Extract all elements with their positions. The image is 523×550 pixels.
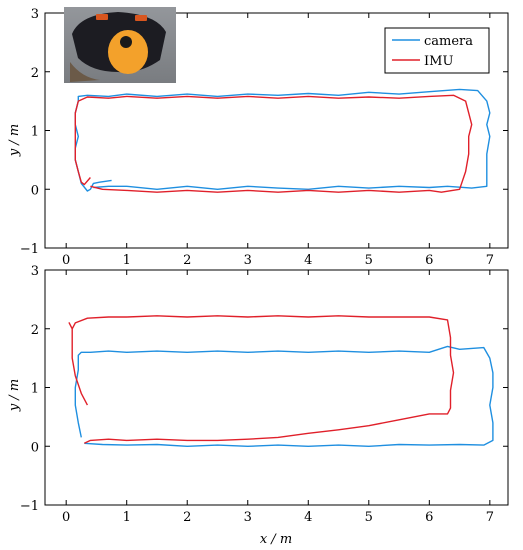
bottom-x-tick-label: 2 xyxy=(183,510,191,525)
bottom-y-tick-label: 3 xyxy=(31,264,39,279)
bottom-x-tick-label: 4 xyxy=(304,510,312,525)
bottom-x-axis-label: x / m xyxy=(260,532,292,547)
bottom-y-tick-label: 0 xyxy=(31,440,39,455)
top-series-camera-line xyxy=(74,88,491,192)
top-x-tick-label: 5 xyxy=(365,253,373,268)
bottom-y-axis-label: y / m xyxy=(7,379,22,412)
bottom-x-tick-label: 3 xyxy=(244,510,252,525)
top-plot-series xyxy=(74,88,491,193)
legend: camera IMU xyxy=(384,27,490,74)
top-x-tick-label: 1 xyxy=(123,253,131,268)
bottom-x-tick-label: 6 xyxy=(425,510,433,525)
bottom-series-imu-line xyxy=(68,315,455,444)
top-y-tick-label: −1 xyxy=(20,242,39,257)
bottom-x-tick-label: 1 xyxy=(123,510,131,525)
top-series-imu-line xyxy=(74,94,473,193)
top-plot-ticks: 0 1 2 3 4 5 6 7 −1 0 1 2 3 xyxy=(20,7,508,268)
top-x-tick-label: 4 xyxy=(304,253,312,268)
top-y-tick-label: 2 xyxy=(31,66,39,81)
bottom-plot-series xyxy=(68,315,494,447)
legend-box xyxy=(384,27,490,74)
bottom-plot-frame xyxy=(44,269,509,506)
bottom-x-tick-label: 7 xyxy=(486,510,494,525)
top-y-axis-label: y / m xyxy=(7,124,22,157)
legend-imu-label: IMU xyxy=(424,54,453,69)
top-x-tick-label: 3 xyxy=(244,253,252,268)
top-y-tick-label: 1 xyxy=(31,125,39,140)
bottom-x-tick-label: 0 xyxy=(62,510,70,525)
sensor-device-photo xyxy=(64,7,176,83)
legend-camera-label: camera xyxy=(424,34,473,49)
top-x-tick-label: 6 xyxy=(425,253,433,268)
top-y-tick-label: 3 xyxy=(31,7,39,22)
bottom-x-tick-label: 5 xyxy=(365,510,373,525)
top-x-tick-label: 2 xyxy=(183,253,191,268)
top-x-tick-label: 7 xyxy=(486,253,494,268)
bottom-y-tick-label: 1 xyxy=(31,382,39,397)
top-y-tick-label: 0 xyxy=(31,183,39,198)
bottom-y-tick-label: −1 xyxy=(20,499,39,514)
top-x-tick-label: 0 xyxy=(62,253,70,268)
bottom-series-camera-line xyxy=(74,345,494,447)
bottom-y-tick-label: 2 xyxy=(31,323,39,338)
bottom-plot-ticks: 0 1 2 3 4 5 6 7 −1 0 1 2 3 xyxy=(20,264,508,525)
